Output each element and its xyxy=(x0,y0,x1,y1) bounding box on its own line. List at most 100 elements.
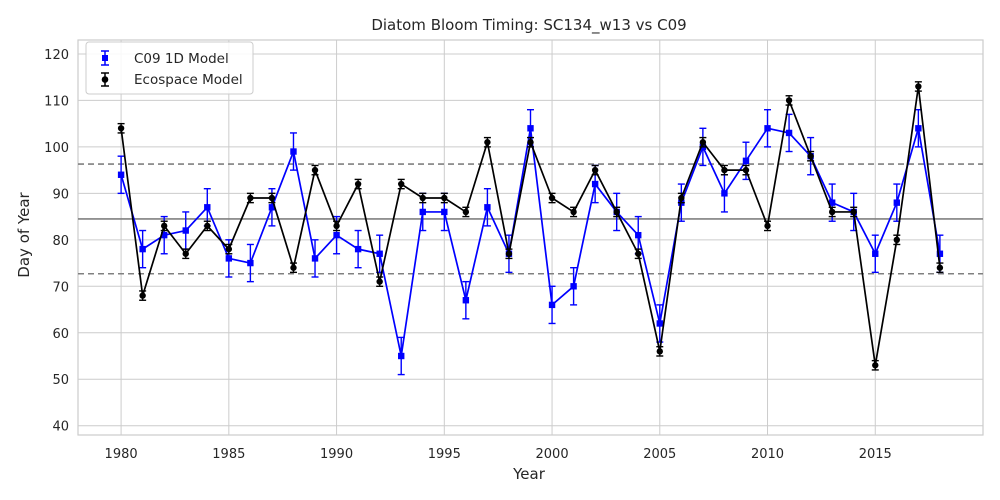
data-point xyxy=(139,292,146,299)
data-point xyxy=(635,231,642,239)
data-point xyxy=(850,208,857,216)
data-point xyxy=(613,208,620,216)
data-point xyxy=(936,264,944,271)
data-point xyxy=(290,264,297,271)
data-point xyxy=(872,362,879,369)
data-point xyxy=(828,208,836,216)
x-tick-label: 1980 xyxy=(105,447,138,462)
data-point xyxy=(721,166,728,174)
plot-area xyxy=(77,39,984,436)
x-axis-label: Year xyxy=(512,465,546,483)
data-point xyxy=(117,171,125,178)
data-point xyxy=(376,250,383,257)
data-point xyxy=(182,250,189,257)
data-point xyxy=(204,204,211,211)
y-tick-label: 100 xyxy=(44,141,69,156)
data-point xyxy=(699,139,707,146)
data-point xyxy=(290,148,297,155)
data-point xyxy=(484,139,491,146)
data-point xyxy=(117,125,125,132)
data-point xyxy=(591,180,599,188)
y-tick-label: 120 xyxy=(44,48,69,63)
legend: C09 1D Model Ecospace Model xyxy=(85,41,254,95)
series-c09-1d-model xyxy=(117,109,944,376)
y-axis-ticks: 40 50 60 70 80 90 100 110 120 xyxy=(44,48,69,435)
data-point xyxy=(742,166,750,174)
data-point xyxy=(656,348,663,355)
x-axis-ticks: 1980 1985 1990 1995 2000 2005 2010 2015 xyxy=(105,447,892,462)
y-tick-label: 60 xyxy=(52,327,69,342)
data-point xyxy=(635,250,642,257)
data-point xyxy=(247,259,254,267)
data-point xyxy=(160,231,168,239)
data-point xyxy=(936,250,944,257)
data-point xyxy=(591,166,599,174)
x-tick-label: 1985 xyxy=(212,447,245,462)
data-point xyxy=(354,245,362,253)
data-point xyxy=(570,208,577,216)
data-point xyxy=(462,297,470,304)
y-tick-label: 110 xyxy=(44,94,69,109)
data-point xyxy=(311,166,319,174)
legend-marker-square-icon xyxy=(102,55,108,61)
data-point xyxy=(721,190,728,197)
data-point xyxy=(182,227,189,234)
data-point xyxy=(398,352,405,360)
x-tick-label: 2015 xyxy=(859,447,892,462)
data-point xyxy=(462,208,470,216)
x-tick-label: 2005 xyxy=(643,447,676,462)
data-point xyxy=(548,301,556,309)
y-tick-label: 90 xyxy=(52,187,69,202)
y-tick-label: 80 xyxy=(52,234,69,249)
data-point xyxy=(484,204,491,211)
data-point xyxy=(915,125,922,132)
data-point xyxy=(828,199,836,206)
data-point xyxy=(872,250,879,257)
y-axis-label: Day of Year xyxy=(15,191,33,277)
data-point xyxy=(268,204,276,211)
data-point xyxy=(527,125,534,132)
data-point xyxy=(505,250,513,257)
data-point xyxy=(893,199,901,206)
legend-entry-c09: C09 1D Model xyxy=(101,50,229,67)
y-tick-label: 50 xyxy=(52,373,69,388)
legend-marker-circle-icon xyxy=(101,76,109,83)
data-point xyxy=(268,194,276,202)
data-point xyxy=(893,236,901,244)
data-point xyxy=(764,222,771,230)
x-tick-label: 2000 xyxy=(536,447,569,462)
legend-label-c09: C09 1D Model xyxy=(134,51,229,67)
data-point xyxy=(656,320,663,327)
data-point xyxy=(354,180,362,188)
data-point xyxy=(139,245,146,253)
data-point xyxy=(419,194,426,202)
data-point xyxy=(807,152,814,160)
data-point xyxy=(204,222,211,230)
x-tick-label: 1990 xyxy=(320,447,353,462)
data-point xyxy=(441,208,448,216)
y-tick-label: 40 xyxy=(52,420,69,435)
y-tick-label: 70 xyxy=(52,280,69,295)
data-point xyxy=(311,255,319,262)
data-point xyxy=(785,97,793,104)
data-point xyxy=(247,194,254,202)
data-point xyxy=(915,83,922,90)
series-layer xyxy=(117,81,944,376)
data-point xyxy=(548,194,556,202)
data-point xyxy=(441,194,448,202)
data-point xyxy=(527,139,534,146)
x-tick-label: 1995 xyxy=(428,447,461,462)
data-point xyxy=(160,222,168,230)
data-point xyxy=(742,157,750,165)
data-point xyxy=(570,283,577,290)
legend-box xyxy=(85,41,254,95)
plot-frame xyxy=(77,39,984,436)
data-point xyxy=(398,180,405,188)
data-point xyxy=(333,222,340,230)
data-point xyxy=(376,278,383,285)
data-point xyxy=(333,231,340,239)
data-point xyxy=(225,245,233,253)
series-ecospace-model xyxy=(117,81,944,371)
data-point xyxy=(225,255,233,262)
